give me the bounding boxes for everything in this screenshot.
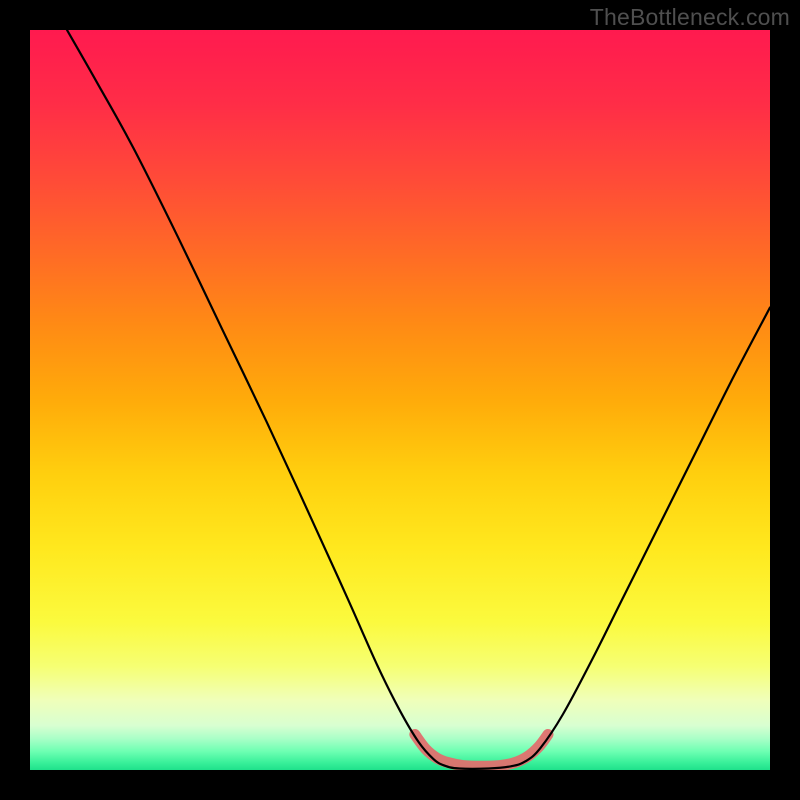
- watermark-text: TheBottleneck.com: [590, 4, 790, 31]
- bottleneck-curve: [30, 30, 770, 770]
- plot-area: [30, 30, 770, 770]
- chart-frame: TheBottleneck.com: [0, 0, 800, 800]
